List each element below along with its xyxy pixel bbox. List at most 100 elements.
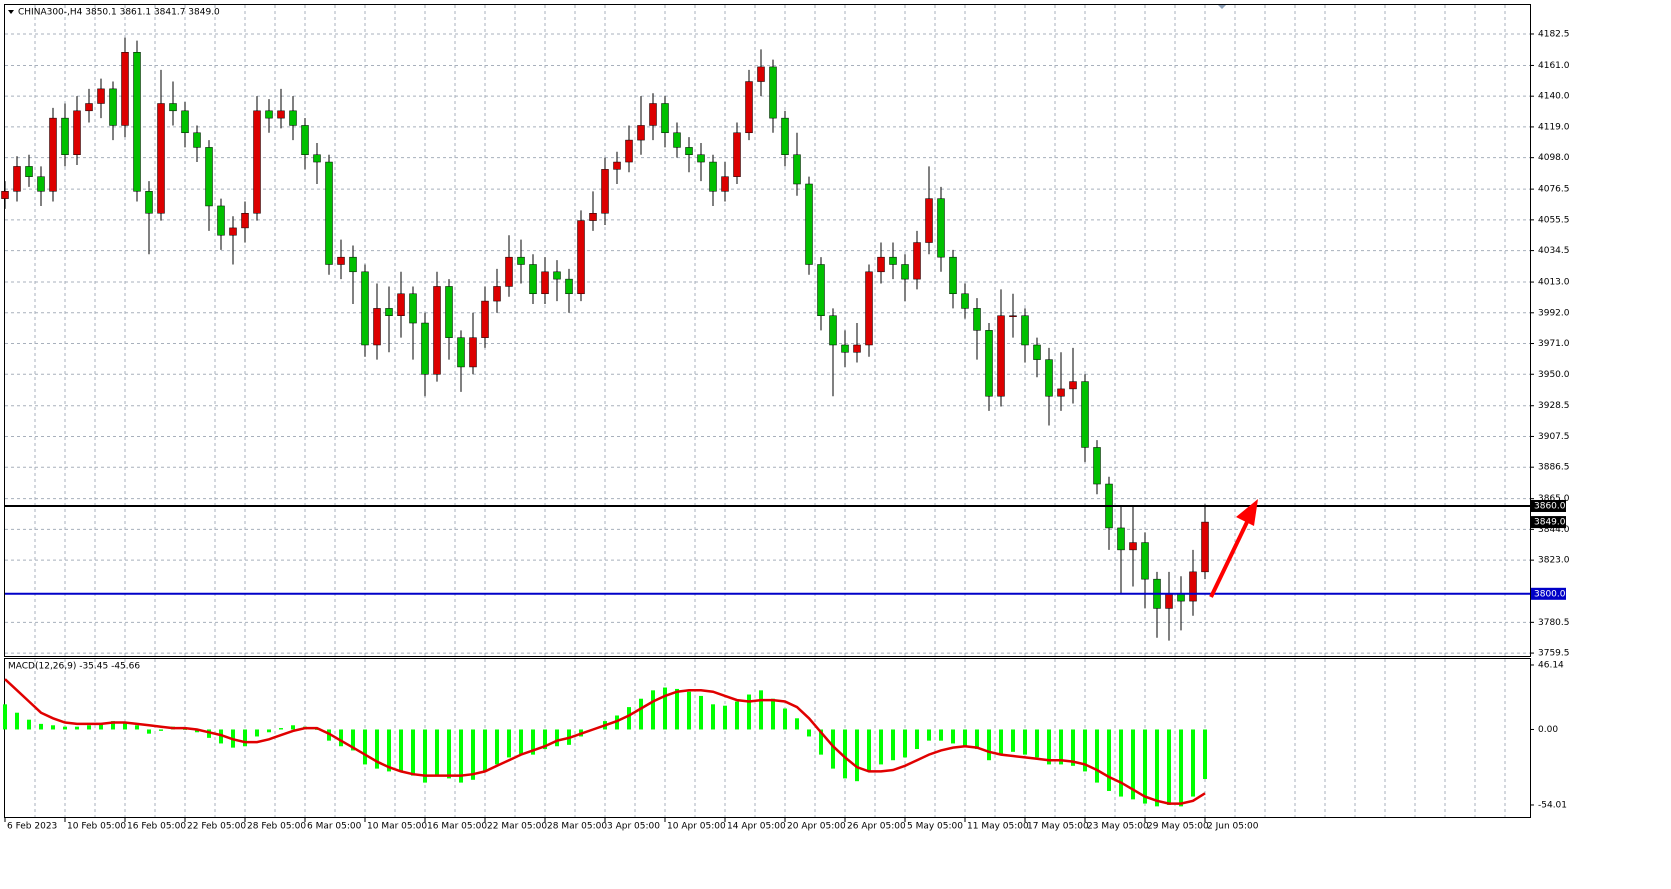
candle-body (985, 330, 993, 397)
candle-body (313, 154, 321, 163)
candle-body (793, 154, 801, 185)
macd-bar (687, 691, 691, 730)
candle-body (949, 256, 957, 295)
x-tick-label: 20 Apr 05:00 (787, 822, 846, 832)
macd-bar (459, 729, 463, 783)
x-tick-label: 3 Apr 05:00 (607, 822, 660, 832)
candle-body (505, 256, 513, 287)
macd-bar (543, 729, 547, 750)
macd-bar (495, 729, 499, 765)
candle-body (1, 191, 9, 199)
macd-bar (723, 705, 727, 730)
candle-body (1045, 359, 1053, 397)
macd-title: MACD(12,26,9) -35.45 -45.66 (8, 662, 140, 672)
candle-body (61, 117, 69, 155)
macd-bar (147, 729, 151, 734)
candle-body (1177, 593, 1185, 602)
macd-bar (963, 729, 967, 747)
candle-body (853, 344, 861, 353)
macd-bar (255, 729, 259, 737)
candle-body (925, 198, 933, 243)
x-tick-label: 28 Feb 05:00 (247, 822, 306, 832)
candle-body (1069, 381, 1077, 390)
candle-body (1021, 315, 1029, 346)
candle-body (1117, 527, 1125, 551)
candle-body (685, 147, 693, 155)
plot (1, 37, 1530, 807)
candle-body (565, 278, 573, 295)
x-tick-label: 22 Mar 05:00 (487, 822, 547, 832)
macd-bar (291, 725, 295, 730)
y-tick-label: 3992.0 (1538, 308, 1570, 318)
y-tick-label: 46.14 (1538, 660, 1564, 670)
macd-bar (951, 729, 955, 744)
macd-bar (1107, 729, 1111, 791)
candle-body (25, 166, 33, 177)
macd-bar (183, 729, 187, 730)
y-tick-label: 4140.0 (1538, 92, 1570, 102)
level-label-box (1531, 587, 1566, 600)
candle-body (745, 81, 753, 134)
x-tick-label: 28 Mar 05:00 (547, 822, 607, 832)
candle-body (1081, 381, 1089, 448)
candle-body (913, 242, 921, 280)
candle-body (1141, 542, 1149, 580)
macd-bar (483, 729, 487, 772)
macd-bar (27, 719, 31, 730)
y-tick-label: 4013.0 (1538, 278, 1570, 288)
macd-bar (1191, 729, 1195, 797)
macd-bar (1167, 729, 1171, 805)
candle-body (181, 110, 189, 134)
y-tick-label: 4034.5 (1538, 246, 1570, 256)
macd-bar (831, 729, 835, 769)
level-label: 3860.0 (1534, 501, 1566, 511)
macd-bar (207, 729, 211, 738)
candle-body (361, 271, 369, 346)
macd-bar (1155, 729, 1159, 807)
candle-body (133, 52, 141, 192)
candle-body (409, 293, 417, 324)
macd-bar (267, 729, 271, 733)
macd-bar (507, 729, 511, 758)
macd-bar (363, 729, 367, 765)
candle-body (265, 110, 273, 119)
x-tick-label: 5 May 05:00 (907, 822, 963, 832)
macd-bar (555, 729, 559, 747)
level-label-box (1531, 499, 1566, 512)
macd-bar (87, 725, 91, 730)
candle-body (241, 213, 249, 229)
candle-body (1129, 542, 1137, 551)
candle-body (649, 103, 657, 126)
level-label: 3800.0 (1534, 589, 1566, 599)
macd-bar (423, 729, 427, 783)
candle-body (709, 161, 717, 192)
candle-body (385, 308, 393, 316)
macd-bar (843, 729, 847, 779)
macd-bar (999, 729, 1003, 755)
macd-bar (1131, 729, 1135, 800)
macd-bar (663, 687, 667, 730)
y-tick-label: 4119.0 (1538, 122, 1570, 132)
macd-bar (63, 726, 67, 730)
y-tick-label: 3823.0 (1538, 556, 1570, 566)
macd-bar (879, 729, 883, 765)
candle-body (625, 139, 633, 163)
candle-body (937, 198, 945, 258)
macd-bar (987, 729, 991, 761)
candle-body (841, 344, 849, 353)
last-price-box (1531, 516, 1566, 529)
candle-body (1009, 315, 1017, 317)
macd-pane (4, 658, 1531, 818)
candle-body (1189, 571, 1197, 602)
candle-body (829, 315, 837, 346)
y-tick-label: 4055.5 (1538, 215, 1570, 225)
menu-arrow[interactable] (8, 10, 14, 14)
candle-body (961, 293, 969, 309)
macd-bar (375, 729, 379, 769)
candle-body (757, 66, 765, 82)
candle-body (289, 110, 297, 126)
y-tick-label: 3844.0 (1538, 525, 1570, 535)
chart-title: CHINA300-,H4 3850.1 3861.1 3841.7 3849.0 (18, 8, 220, 18)
macd-bar (867, 729, 871, 772)
